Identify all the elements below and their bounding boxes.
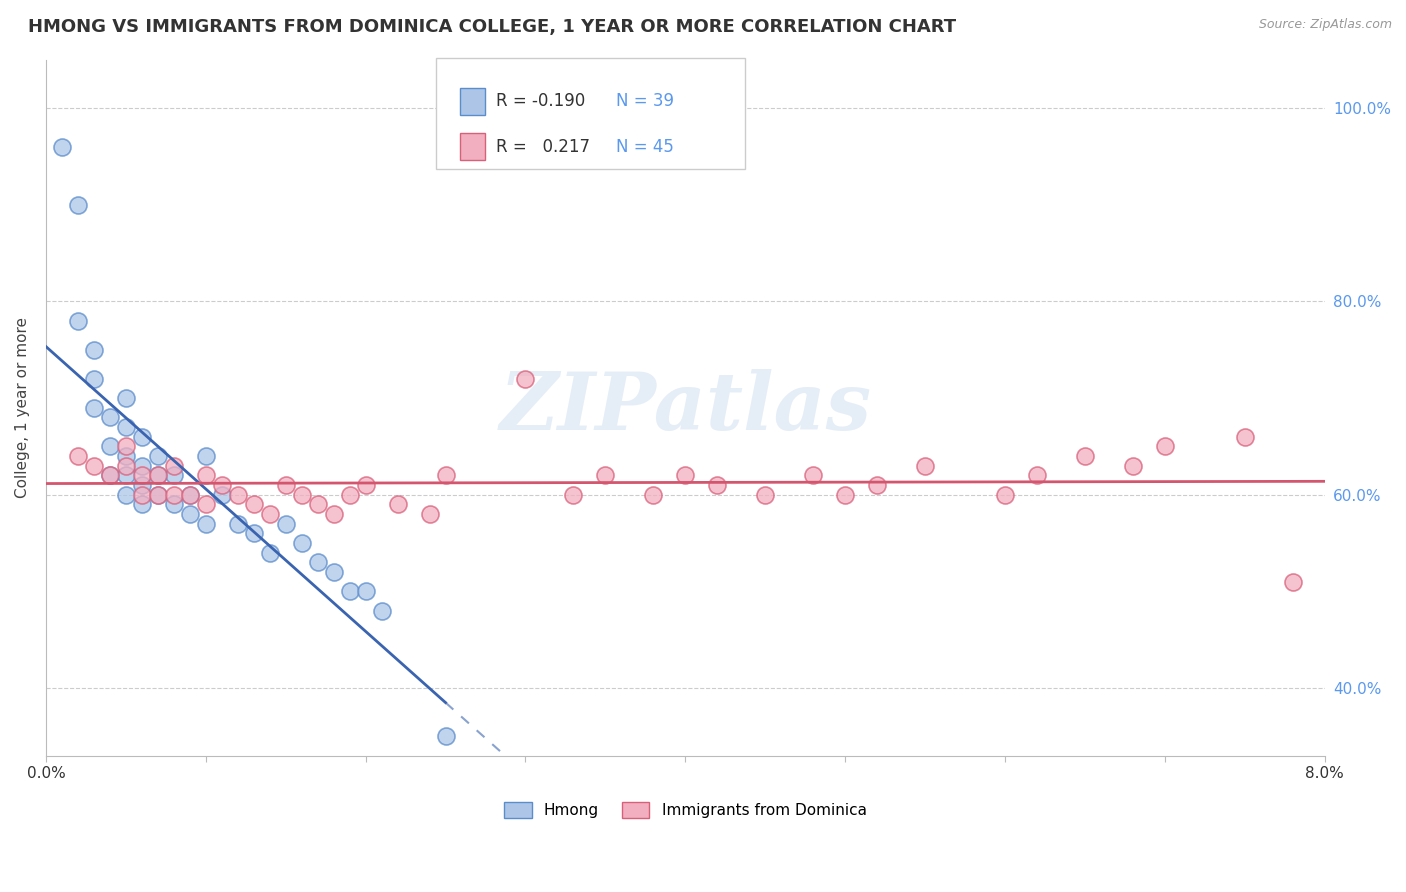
Point	[1122, 458, 1144, 473]
Point	[98, 468, 121, 483]
Point	[146, 468, 169, 483]
Point	[115, 468, 138, 483]
Point	[801, 468, 824, 483]
Point	[339, 487, 361, 501]
Point	[163, 458, 186, 473]
Point	[83, 458, 105, 473]
Point	[194, 497, 217, 511]
Point	[131, 487, 153, 501]
Point	[643, 487, 665, 501]
Point	[83, 343, 105, 357]
Point	[194, 449, 217, 463]
Point	[131, 468, 153, 483]
Point	[66, 449, 89, 463]
Point	[834, 487, 856, 501]
Point	[434, 468, 457, 483]
Point	[131, 429, 153, 443]
Point	[387, 497, 409, 511]
Point	[354, 478, 377, 492]
Point	[115, 487, 138, 501]
Point	[274, 478, 297, 492]
Point	[242, 526, 264, 541]
Point	[1074, 449, 1097, 463]
Point	[994, 487, 1017, 501]
Point	[115, 439, 138, 453]
Point	[754, 487, 776, 501]
Point	[194, 516, 217, 531]
Point	[83, 371, 105, 385]
Point	[179, 507, 201, 521]
Point	[595, 468, 617, 483]
Point	[322, 507, 344, 521]
Point	[419, 507, 441, 521]
Point	[179, 487, 201, 501]
Point	[515, 371, 537, 385]
Text: R =   0.217: R = 0.217	[496, 137, 591, 155]
Point	[66, 313, 89, 327]
Point	[115, 458, 138, 473]
Point	[1233, 429, 1256, 443]
Point	[146, 449, 169, 463]
Point	[146, 487, 169, 501]
Point	[211, 478, 233, 492]
Point	[98, 439, 121, 453]
Point	[706, 478, 728, 492]
Point	[339, 584, 361, 599]
Legend: Hmong, Immigrants from Dominica: Hmong, Immigrants from Dominica	[498, 797, 873, 824]
Point	[1281, 574, 1303, 589]
Point	[322, 565, 344, 579]
Text: HMONG VS IMMIGRANTS FROM DOMINICA COLLEGE, 1 YEAR OR MORE CORRELATION CHART: HMONG VS IMMIGRANTS FROM DOMINICA COLLEG…	[28, 18, 956, 36]
Point	[914, 458, 936, 473]
Point	[163, 487, 186, 501]
Text: Source: ZipAtlas.com: Source: ZipAtlas.com	[1258, 18, 1392, 31]
Text: ZIPatlas: ZIPatlas	[499, 368, 872, 446]
Point	[131, 497, 153, 511]
Point	[131, 478, 153, 492]
Point	[1026, 468, 1049, 483]
Point	[83, 401, 105, 415]
Text: R = -0.190: R = -0.190	[496, 93, 585, 111]
Point	[115, 391, 138, 405]
Point	[115, 420, 138, 434]
Point	[115, 449, 138, 463]
Point	[179, 487, 201, 501]
Point	[163, 468, 186, 483]
Point	[194, 468, 217, 483]
Point	[291, 536, 314, 550]
Point	[226, 487, 249, 501]
Point	[562, 487, 585, 501]
Point	[131, 458, 153, 473]
Point	[259, 507, 281, 521]
Point	[66, 197, 89, 211]
Point	[98, 410, 121, 425]
Point	[673, 468, 696, 483]
Point	[354, 584, 377, 599]
Point	[434, 729, 457, 743]
Point	[274, 516, 297, 531]
Point	[211, 487, 233, 501]
Point	[163, 497, 186, 511]
Text: N = 39: N = 39	[616, 93, 673, 111]
Text: N = 45: N = 45	[616, 137, 673, 155]
Point	[146, 468, 169, 483]
Point	[226, 516, 249, 531]
Point	[146, 487, 169, 501]
Point	[259, 545, 281, 559]
Point	[51, 139, 73, 153]
Y-axis label: College, 1 year or more: College, 1 year or more	[15, 317, 30, 498]
Point	[242, 497, 264, 511]
Point	[370, 603, 392, 617]
Point	[307, 555, 329, 569]
Point	[866, 478, 889, 492]
Point	[307, 497, 329, 511]
Point	[291, 487, 314, 501]
Point	[1153, 439, 1175, 453]
Point	[98, 468, 121, 483]
